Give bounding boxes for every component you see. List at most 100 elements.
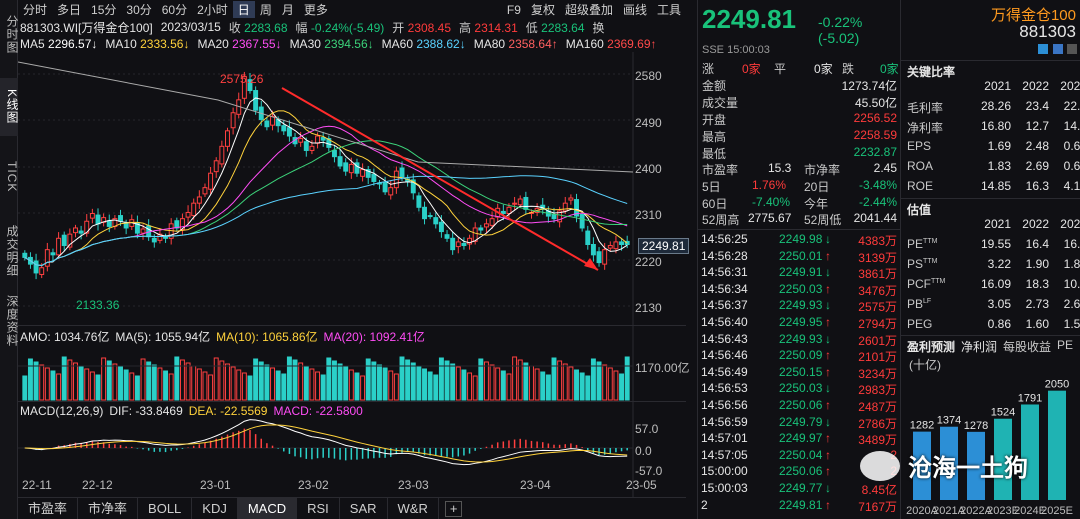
low-price-mark: 2133.36 xyxy=(76,298,119,312)
candle xyxy=(479,228,483,230)
tick-row: 14:56:53 2250.03 ↓ 2983万 xyxy=(701,381,899,398)
candle xyxy=(372,174,376,181)
period-2h[interactable]: 2小时 xyxy=(192,1,233,18)
period-intraday[interactable]: 分时 xyxy=(18,1,52,18)
kline-chart[interactable] xyxy=(18,52,686,497)
tick-row: 2 2249.81 ↑ 7167万 xyxy=(701,498,899,515)
period-15m[interactable]: 15分 xyxy=(86,1,121,18)
candle xyxy=(451,238,455,249)
volume-bar xyxy=(614,371,618,400)
volume-bar xyxy=(28,359,32,400)
ma-line xyxy=(25,141,627,266)
volume-bar xyxy=(530,366,534,400)
period-60m[interactable]: 60分 xyxy=(157,1,192,18)
tick-row: 14:56:40 2249.95 ↑ 2794万 xyxy=(701,315,899,332)
period-week[interactable]: 周 xyxy=(255,1,277,18)
volume-bar xyxy=(316,372,320,400)
candle xyxy=(383,182,387,192)
volume-bar xyxy=(620,374,624,400)
ratio-row: ROE14.8516.34.14 xyxy=(907,179,1077,199)
tab-rsi[interactable]: RSI xyxy=(297,498,340,519)
candle xyxy=(349,164,353,172)
side-tab-kline[interactable]: K线图 xyxy=(0,78,18,136)
security-code: 881303.WI[万得金仓100] xyxy=(20,19,153,36)
side-tab-profile[interactable]: 深度资料 xyxy=(0,292,18,350)
adjust-button[interactable]: 复权 xyxy=(526,1,560,18)
forecast-tab-pe[interactable]: PE xyxy=(1057,338,1073,355)
collapse-icon[interactable] xyxy=(1067,44,1077,54)
candle xyxy=(192,203,196,215)
candle xyxy=(186,212,190,217)
indicator-tabs: 市盈率 市净率 BOLL KDJ MACD RSI SAR W&R + xyxy=(18,497,686,519)
bar-date: 2023/03/15 xyxy=(161,20,221,34)
volume-bar xyxy=(366,359,370,400)
macd-dea: DEA: -22.5569 xyxy=(189,404,268,418)
tab-boll[interactable]: BOLL xyxy=(138,498,192,519)
ma-item-ma30: MA30 2394.56↓ xyxy=(290,37,374,51)
overlay-button[interactable]: 超级叠加 xyxy=(560,1,618,18)
side-tab-tick[interactable]: TICK xyxy=(0,144,18,210)
volume-bar xyxy=(237,370,241,400)
watermark-text: 沧海一土狗 xyxy=(908,448,1028,483)
volume-bar xyxy=(102,358,106,400)
candle xyxy=(214,161,218,172)
f9-button[interactable]: F9 xyxy=(502,3,526,17)
ratio-row: PBLF3.052.732.66 xyxy=(907,297,1077,317)
tab-pb[interactable]: 市净率 xyxy=(78,498,138,519)
candle xyxy=(34,261,38,273)
volume-bar xyxy=(45,368,49,400)
volume-bar xyxy=(411,363,415,400)
candle xyxy=(400,168,404,177)
macd-axis-mid: 0.0 xyxy=(635,444,652,458)
candle xyxy=(62,235,66,245)
period-30m[interactable]: 30分 xyxy=(121,1,156,18)
candle xyxy=(518,199,522,205)
draw-button[interactable]: 画线 xyxy=(618,1,652,18)
change-label: 幅 xyxy=(296,21,308,35)
period-more[interactable]: 更多 xyxy=(299,1,333,18)
settings-icon[interactable] xyxy=(1053,44,1063,54)
last-price: 2249.81 xyxy=(702,4,796,35)
forecast-tab-netprofit[interactable]: 净利润 xyxy=(961,338,997,355)
amo-ma10: MA(10): 1065.86亿 xyxy=(216,328,317,345)
tab-macd[interactable]: MACD xyxy=(238,498,297,519)
forecast-value: 1524 xyxy=(991,407,1015,419)
volume-bar xyxy=(400,357,404,400)
amo-ma20: MA(20): 1092.41亿 xyxy=(324,328,425,345)
link-icon[interactable] xyxy=(1038,44,1048,54)
volume-bar xyxy=(389,371,393,400)
candle xyxy=(513,203,517,204)
ma-item-ma5: MA5 2296.57↓ xyxy=(20,37,97,51)
tools-button[interactable]: 工具 xyxy=(652,1,686,18)
tick-row: 14:56:43 2249.93 ↓ 2601万 xyxy=(701,332,899,349)
add-tab-button[interactable]: + xyxy=(445,501,463,517)
tab-pe[interactable]: 市盈率 xyxy=(18,498,78,519)
side-tab-intraday[interactable]: 分时图 xyxy=(0,2,18,66)
candle xyxy=(361,170,365,177)
tick-row: 15:00:03 2249.77 ↓ 8.45亿 xyxy=(701,481,899,498)
tab-sar[interactable]: SAR xyxy=(340,498,388,519)
volume-bar xyxy=(96,375,100,400)
tab-kdj[interactable]: KDJ xyxy=(192,498,238,519)
volume-bar xyxy=(558,361,562,400)
volume-bar xyxy=(462,370,466,400)
volume-bar xyxy=(119,367,123,400)
candle xyxy=(316,136,320,143)
candle xyxy=(287,128,291,136)
forecast-tab-eps[interactable]: 每股收益 xyxy=(1003,338,1051,355)
volume-bar xyxy=(299,363,303,400)
switch-label[interactable]: 换 xyxy=(593,19,605,36)
candle xyxy=(226,131,230,147)
volume-bar xyxy=(394,374,398,400)
candle xyxy=(580,215,584,228)
period-day[interactable]: 日 xyxy=(233,1,255,18)
period-month[interactable]: 月 xyxy=(277,1,299,18)
candle xyxy=(603,250,607,264)
tab-wr[interactable]: W&R xyxy=(388,498,439,519)
period-multiday[interactable]: 多日 xyxy=(52,1,86,18)
ratio-row: 毛利率28.2623.422.9 xyxy=(907,99,1077,119)
close-label: 收 xyxy=(229,21,241,35)
side-tab-trades[interactable]: 成交明细 xyxy=(0,218,18,284)
volume-bar xyxy=(383,368,387,400)
